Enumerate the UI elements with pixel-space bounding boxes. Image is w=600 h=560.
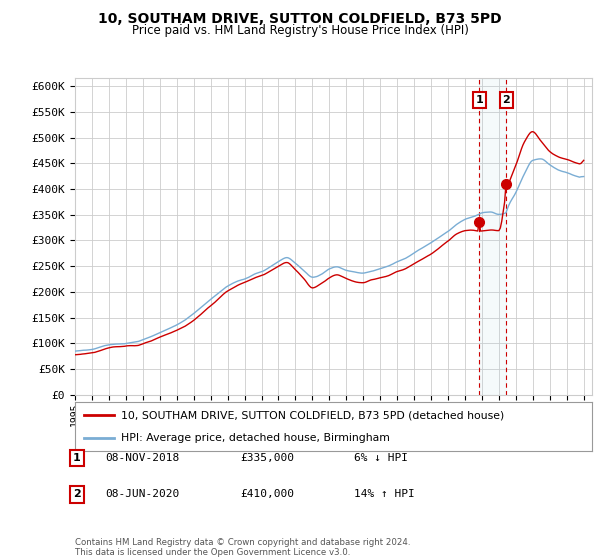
Text: HPI: Average price, detached house, Birmingham: HPI: Average price, detached house, Birm… [121,433,389,444]
Text: 10, SOUTHAM DRIVE, SUTTON COLDFIELD, B73 5PD (detached house): 10, SOUTHAM DRIVE, SUTTON COLDFIELD, B73… [121,410,504,421]
Text: 1: 1 [73,453,80,463]
Text: 08-JUN-2020: 08-JUN-2020 [105,489,179,500]
Text: 08-NOV-2018: 08-NOV-2018 [105,453,179,463]
Text: 14% ↑ HPI: 14% ↑ HPI [354,489,415,500]
Text: 2: 2 [73,489,80,500]
Text: Price paid vs. HM Land Registry's House Price Index (HPI): Price paid vs. HM Land Registry's House … [131,24,469,36]
Text: 6% ↓ HPI: 6% ↓ HPI [354,453,408,463]
Bar [479,78,506,395]
Text: £335,000: £335,000 [240,453,294,463]
Text: 10, SOUTHAM DRIVE, SUTTON COLDFIELD, B73 5PD: 10, SOUTHAM DRIVE, SUTTON COLDFIELD, B73… [98,12,502,26]
Text: Contains HM Land Registry data © Crown copyright and database right 2024.
This d: Contains HM Land Registry data © Crown c… [75,538,410,557]
Text: 1: 1 [476,95,484,105]
Text: 2: 2 [503,95,510,105]
Text: £410,000: £410,000 [240,489,294,500]
